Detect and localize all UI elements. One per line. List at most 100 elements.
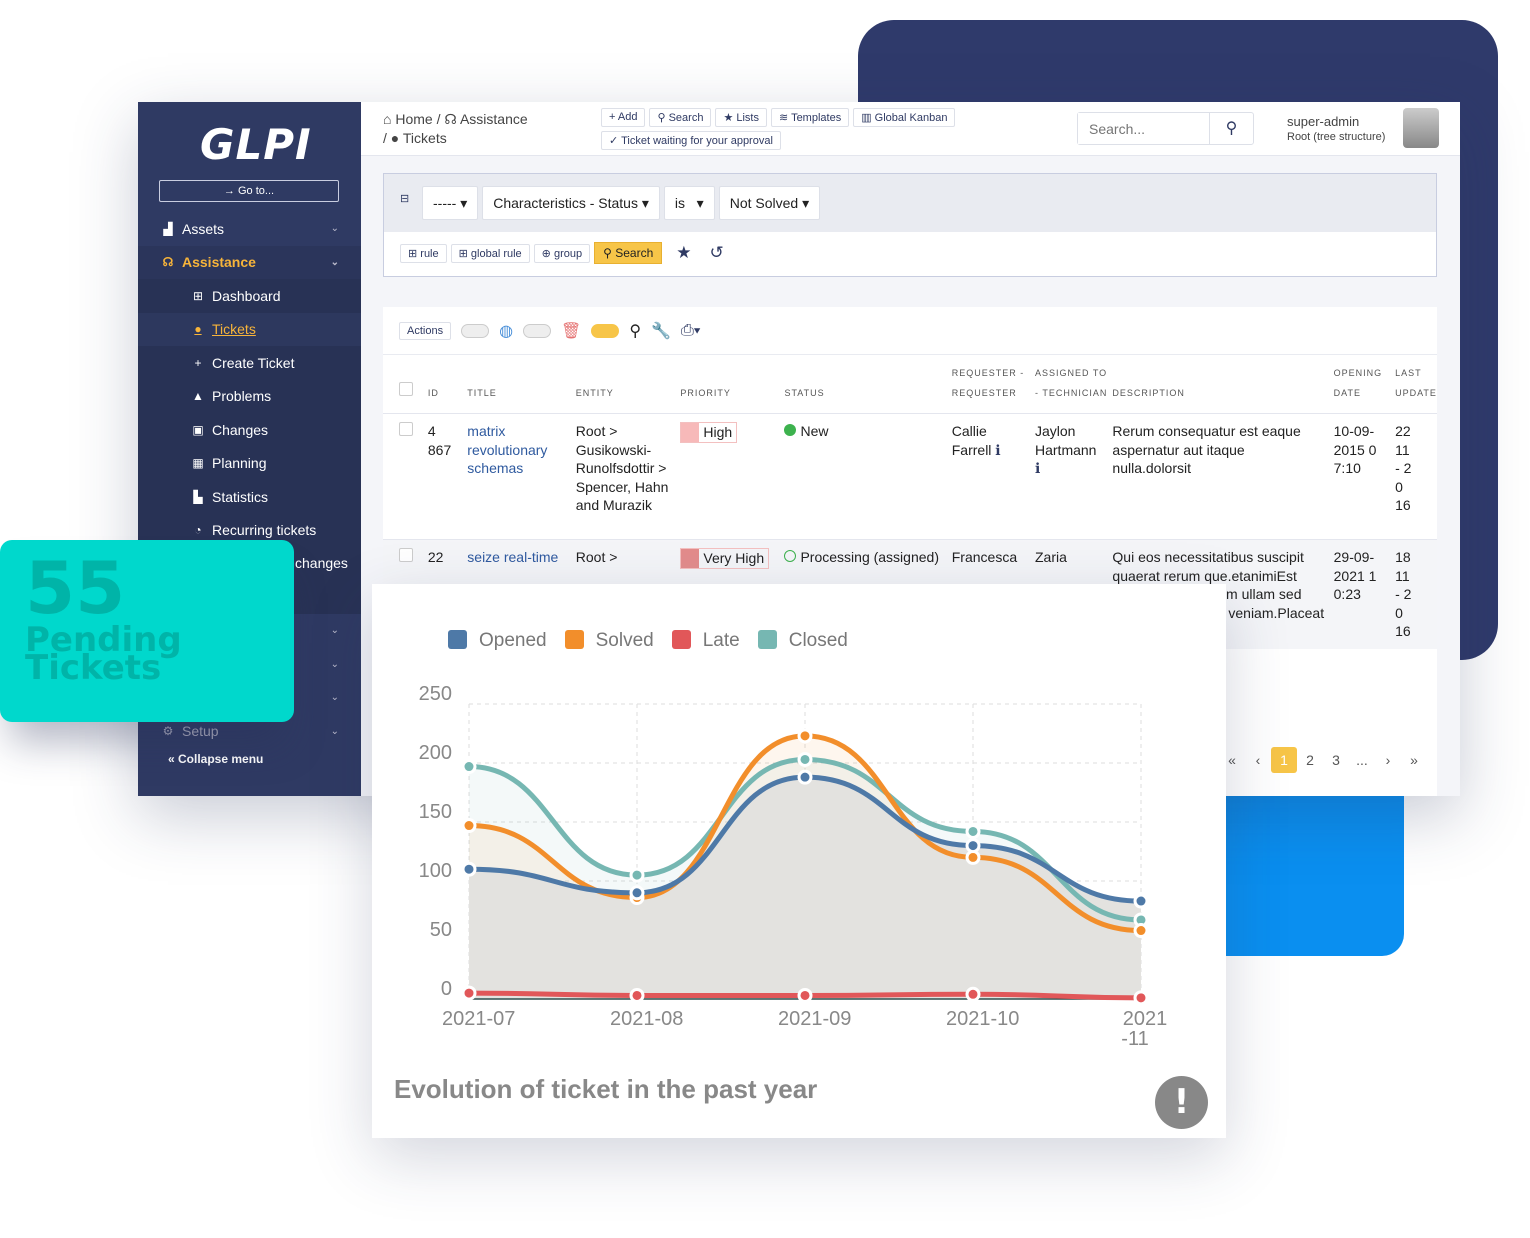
legend-swatch <box>448 630 467 649</box>
trash-toggle[interactable] <box>523 323 552 338</box>
column-header[interactable]: ENTITY <box>575 388 614 398</box>
collapse-menu-button[interactable]: « Collapse menu <box>168 752 264 766</box>
alert-icon[interactable]: ! <box>1155 1076 1208 1129</box>
column-header[interactable]: DESCRIPTION <box>1112 388 1185 398</box>
info-icon[interactable]: ℹ <box>991 441 1001 458</box>
column-header[interactable]: PRIORITY <box>680 388 731 398</box>
prev-page-button[interactable]: ‹ <box>1255 752 1261 768</box>
field-select[interactable]: Characteristics - Status ▾ <box>482 186 660 220</box>
legend-item[interactable]: Late <box>671 630 740 652</box>
collapse-criteria-icon[interactable]: ⊟ <box>400 193 410 205</box>
sidebar-item-planning[interactable]: ▦ Planning <box>138 446 361 480</box>
link-select[interactable]: ----- ▾ <box>422 186 479 220</box>
add-button[interactable]: + Add <box>601 108 646 127</box>
x-tick-label: -11 <box>1121 1028 1148 1050</box>
search-toggle[interactable] <box>591 323 620 338</box>
sidebar-item-assets[interactable]: ▟ Assets ⌄ <box>138 212 361 246</box>
run-search-button[interactable]: ⚲ Search <box>594 242 663 264</box>
breadcrumb-tickets[interactable]: Tickets <box>402 130 447 146</box>
search-button[interactable]: ⚲ Search <box>649 108 712 127</box>
column-header[interactable]: ID <box>427 388 439 398</box>
column-header[interactable]: OPENING DATE <box>1333 368 1383 398</box>
search-criteria: ⊟ ----- ▾ Characteristics - Status ▾ is … <box>383 173 1437 277</box>
globe-icon: ◍ <box>499 322 514 340</box>
actions-button[interactable]: Actions <box>399 321 452 340</box>
value-select[interactable]: Not Solved ▾ <box>718 186 821 220</box>
column-header[interactable]: TITLE <box>467 388 497 398</box>
user-menu[interactable]: super-admin Root (tree structure) <box>1287 114 1386 143</box>
goto-button[interactable]: → Go to... <box>159 180 339 202</box>
sidebar-item-collapsed[interactable]: ⌄ <box>138 648 361 682</box>
chevron-down-icon[interactable]: ⌄ <box>330 625 339 637</box>
search-icon[interactable]: ⚲ <box>1225 120 1238 137</box>
trash-icon: 🗑 <box>561 322 582 340</box>
y-tick-label: 0 <box>441 978 452 1000</box>
table-row[interactable]: 4 867 matrix revolutionary schemas Root > … <box>383 413 1437 540</box>
legend-item[interactable]: Solved <box>564 630 654 652</box>
column-header[interactable]: REQUESTER - REQUESTER <box>951 368 1025 398</box>
chevron-down-icon[interactable]: ⌄ <box>330 692 339 704</box>
next-page-button[interactable]: › <box>1385 752 1391 768</box>
sidebar-item-tickets[interactable]: ● Tickets <box>138 312 361 346</box>
decor-blue-shape <box>1200 770 1404 956</box>
export-icon[interactable]: ⎙▾ <box>681 321 701 339</box>
page-3[interactable]: 3 <box>1332 752 1340 768</box>
calendar-icon: ▦ <box>192 456 204 471</box>
page-2[interactable]: 2 <box>1306 752 1314 768</box>
select-all-checkbox[interactable] <box>399 382 413 396</box>
lists-button[interactable]: ★ Lists <box>715 108 767 127</box>
recursive-toggle[interactable] <box>461 323 490 338</box>
cell-status: New <box>800 423 829 439</box>
templates-button[interactable]: ≋ Templates <box>770 108 850 127</box>
avatar[interactable] <box>1403 108 1439 148</box>
column-header[interactable]: STATUS <box>784 388 825 398</box>
cell-title[interactable]: matrix revolutionary schemas <box>467 423 548 476</box>
sidebar-item-label: Setup <box>182 723 219 740</box>
headset-icon: ☊ <box>444 111 457 127</box>
column-header[interactable]: ASSIGNED TO - TECHNICIAN <box>1035 368 1108 398</box>
column-header[interactable]: LAST UPDATE <box>1395 368 1437 398</box>
y-tick-label: 250 <box>419 683 452 705</box>
last-page-button[interactable]: » <box>1410 752 1418 768</box>
breadcrumb-home[interactable]: Home <box>395 111 433 127</box>
sidebar-item-collapsed[interactable]: ⌄ <box>138 614 361 648</box>
sidebar-item-setup[interactable]: ⚙ Setup ⌄ <box>138 715 361 749</box>
exclamation-icon: ● <box>390 130 400 146</box>
chevron-down-icon[interactable]: ⌄ <box>330 725 339 737</box>
approval-button[interactable]: ✓ Ticket waiting for your approval <box>601 131 781 150</box>
first-page-button[interactable]: « <box>1228 752 1236 768</box>
page-ellipsis: ... <box>1356 752 1368 768</box>
operator-select[interactable]: is ▾ <box>663 186 715 220</box>
point-solved <box>965 849 981 865</box>
breadcrumb-assistance[interactable]: Assistance <box>459 111 528 127</box>
row-checkbox[interactable] <box>399 422 413 436</box>
chevron-down-icon[interactable]: ⌄ <box>330 658 339 670</box>
star-icon[interactable]: ★ <box>676 243 692 262</box>
add-group-button[interactable]: ⊕ group <box>533 243 591 263</box>
sidebar-item-create-ticket[interactable]: + Create Ticket <box>138 346 361 380</box>
sidebar-item-collapsed[interactable]: ⌄ <box>138 681 361 715</box>
point-closed <box>461 759 477 775</box>
wrench-icon[interactable]: 🔧 <box>651 322 671 340</box>
add-rule-button[interactable]: ⊞ rule <box>400 243 447 263</box>
legend-item[interactable]: Closed <box>757 630 848 652</box>
search-input[interactable] <box>1078 113 1210 144</box>
sidebar-item-assistance[interactable]: ☊ Assistance ⌄ <box>138 245 361 279</box>
cell-requester: Callie Farrell <box>951 423 992 458</box>
page-1[interactable]: 1 <box>1271 747 1297 773</box>
reset-icon[interactable]: ↺ <box>709 243 724 262</box>
info-icon[interactable]: ℹ <box>1035 460 1041 476</box>
row-checkbox[interactable] <box>399 548 413 562</box>
chevron-down-icon[interactable]: ⌄ <box>330 223 339 235</box>
sidebar-item-problems[interactable]: ▲ Problems <box>138 379 361 413</box>
sidebar-item-dashboard[interactable]: ⊞ Dashboard <box>138 279 361 313</box>
chevron-down-icon[interactable]: ⌄ <box>330 256 339 268</box>
add-global-rule-button[interactable]: ⊞ global rule <box>450 243 530 263</box>
kpi-value: 55 <box>25 546 126 630</box>
cell-title[interactable]: seize real-time <box>467 549 559 565</box>
glpi-logo: GLPI <box>200 120 312 169</box>
sidebar-item-changes[interactable]: ▣ Changes <box>138 413 361 447</box>
kanban-button[interactable]: ▥ Global Kanban <box>853 108 956 127</box>
legend-item[interactable]: Opened <box>448 630 547 652</box>
sidebar-item-statistics[interactable]: ▙ Statistics <box>138 480 361 514</box>
